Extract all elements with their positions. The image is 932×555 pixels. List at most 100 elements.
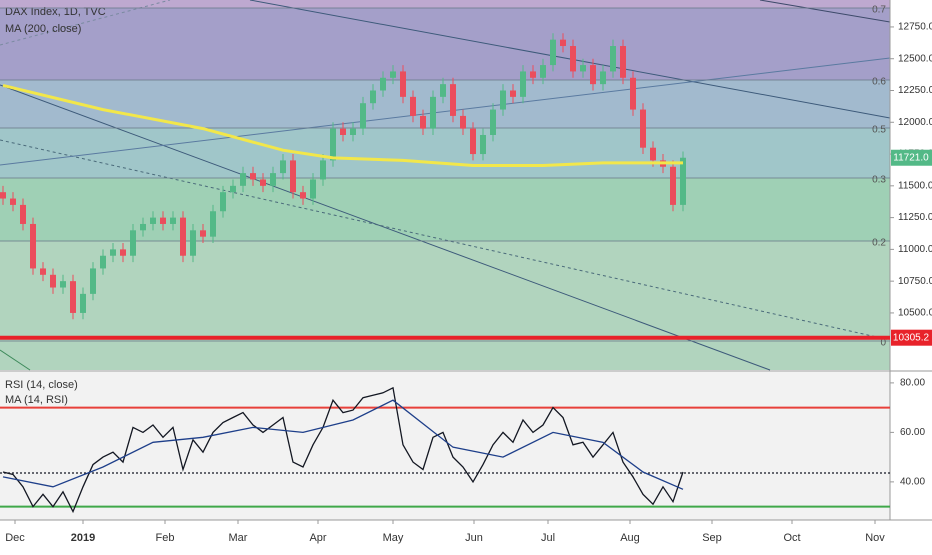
candle-body bbox=[450, 84, 456, 116]
candle-body bbox=[240, 173, 246, 186]
fib-label: 0.6 bbox=[872, 77, 886, 88]
y-tick-label: 11250.0 bbox=[898, 212, 932, 223]
x-tick-label: Nov bbox=[865, 532, 885, 544]
candle-body bbox=[50, 274, 56, 288]
candle-body bbox=[510, 90, 516, 97]
candle-body bbox=[560, 39, 566, 47]
candle-body bbox=[330, 128, 336, 161]
candle-body bbox=[500, 90, 506, 110]
fib-label: 0.5 bbox=[872, 125, 886, 136]
x-tick-label: Oct bbox=[783, 532, 800, 544]
candle-body bbox=[550, 39, 556, 66]
candle-body bbox=[610, 46, 616, 72]
candle-body bbox=[420, 115, 426, 129]
y-tick-label: 10500.0 bbox=[898, 308, 932, 319]
x-tick-label: Sep bbox=[702, 532, 722, 544]
candle-body bbox=[470, 128, 476, 155]
candle-body bbox=[580, 65, 586, 72]
candle-body bbox=[120, 249, 126, 256]
candle-body bbox=[130, 230, 136, 256]
candle-body bbox=[100, 255, 106, 269]
candle-body bbox=[60, 281, 66, 288]
candle-body bbox=[30, 223, 36, 269]
candle-body bbox=[370, 90, 376, 104]
candle-body bbox=[520, 71, 526, 97]
fib-label: 0 bbox=[880, 338, 886, 349]
fib-band bbox=[0, 177, 890, 241]
y-tick-label: 12500.0 bbox=[898, 53, 932, 64]
candle-body bbox=[220, 192, 226, 212]
y-tick-label: 60.00 bbox=[900, 427, 925, 438]
y-tick-label: 11500.0 bbox=[898, 180, 932, 191]
rsi-pane bbox=[0, 372, 890, 520]
x-tick-label: Jun bbox=[465, 532, 483, 544]
candle-body bbox=[600, 71, 606, 85]
candle-body bbox=[20, 204, 26, 224]
support-label: 10305.2 bbox=[893, 332, 930, 343]
candle-body bbox=[630, 77, 636, 110]
fib-band bbox=[0, 8, 890, 80]
candle-body bbox=[350, 128, 356, 135]
candle-body bbox=[300, 192, 306, 199]
candle-body bbox=[290, 160, 296, 193]
x-tick-label: Feb bbox=[156, 532, 175, 544]
candle-body bbox=[250, 173, 256, 180]
candle-body bbox=[390, 71, 396, 78]
trendline bbox=[0, 0, 171, 46]
y-tick-label: 12000.0 bbox=[898, 117, 932, 128]
legend-entry: MA (200, close) bbox=[5, 23, 81, 35]
candle-body bbox=[150, 217, 156, 224]
candle-body bbox=[160, 217, 166, 224]
candle-body bbox=[260, 179, 266, 186]
trendlines bbox=[0, 0, 891, 371]
y-tick-label: 11000.0 bbox=[898, 244, 932, 255]
price-axis bbox=[890, 0, 932, 520]
candle-body bbox=[310, 179, 316, 199]
candle-body bbox=[340, 128, 346, 135]
x-tick-label: Jul bbox=[541, 532, 555, 544]
candle-body bbox=[140, 223, 146, 231]
fib-bands bbox=[0, 0, 890, 370]
candle-body bbox=[110, 249, 116, 256]
candle-body bbox=[410, 96, 416, 116]
candle-body bbox=[210, 211, 216, 237]
candle-body bbox=[180, 217, 186, 256]
candle-body bbox=[400, 71, 406, 97]
candle-body bbox=[10, 198, 16, 205]
candle-body bbox=[460, 115, 466, 129]
fib-band bbox=[0, 240, 890, 370]
candle-body bbox=[490, 109, 496, 135]
y-tick-label: 12750.0 bbox=[898, 22, 932, 33]
candle-body bbox=[620, 46, 626, 78]
x-tick-label: Aug bbox=[620, 532, 640, 544]
legend-entry: RSI (14, close) bbox=[5, 379, 78, 391]
line-series bbox=[2, 83, 683, 167]
candle-body bbox=[80, 293, 86, 313]
fib-label: 0.2 bbox=[872, 238, 886, 249]
candle-body bbox=[530, 71, 536, 78]
candle-body bbox=[640, 109, 646, 148]
candle-body bbox=[540, 65, 546, 78]
trendline bbox=[0, 57, 891, 166]
legend-entry: MA (14, RSI) bbox=[5, 394, 68, 406]
trendline bbox=[0, 84, 771, 371]
price-badge bbox=[891, 329, 932, 346]
candle-body bbox=[670, 166, 676, 205]
x-tick-label: Dec bbox=[5, 532, 25, 544]
price-badge bbox=[891, 149, 932, 166]
candle-body bbox=[170, 217, 176, 224]
candle-body bbox=[70, 281, 76, 313]
candle-body bbox=[90, 268, 96, 294]
candle-body bbox=[430, 96, 436, 129]
candle-body bbox=[230, 185, 236, 193]
candle-body bbox=[680, 157, 686, 205]
last-price-label: 11721.0 bbox=[893, 152, 929, 163]
y-tick-label: 10750.0 bbox=[898, 276, 932, 287]
candle-body bbox=[440, 84, 446, 97]
fib-label: 0.7 bbox=[872, 5, 886, 16]
y-tick-label: 12250.0 bbox=[898, 85, 932, 96]
candle-body bbox=[200, 230, 206, 237]
candle-body bbox=[380, 77, 386, 91]
candle-body bbox=[480, 134, 486, 155]
x-tick-label: May bbox=[383, 532, 404, 544]
